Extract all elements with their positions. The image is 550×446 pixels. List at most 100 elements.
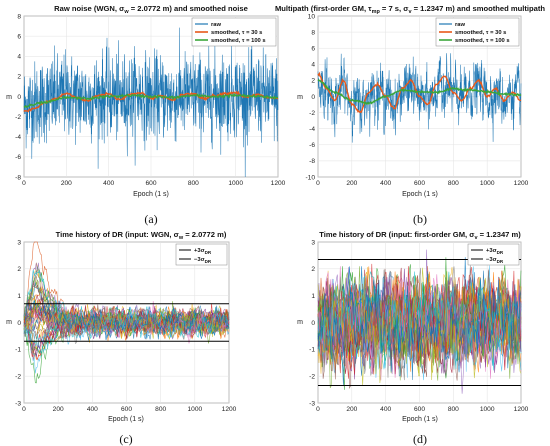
x-tick-label: 200	[61, 180, 72, 187]
y-tick-label: -2	[15, 114, 21, 121]
y-tick-label: 0	[17, 320, 21, 327]
panel-b-legend-smoothed-100: smoothed, τ = 100 s	[455, 38, 510, 44]
panel-c-ticks: 0 200 400 600 800 1000 1200 -3 -2 -1 0 1 2 3	[15, 239, 237, 413]
ensemble-run-line	[317, 275, 522, 370]
y-tick-label: -6	[309, 142, 315, 149]
panel-d-ylabel: m	[297, 319, 303, 326]
x-tick-label: 400	[87, 406, 98, 413]
y-tick-label: 6	[311, 46, 315, 53]
panel-c-legend-plus: +3σDR	[194, 248, 212, 255]
panel-a-legend-smoothed-100: smoothed, τ = 100 s	[211, 38, 266, 44]
panel-d-caption: (d)	[413, 432, 427, 446]
ensemble-run-line	[23, 306, 230, 339]
x-tick-label: 1000	[228, 180, 243, 187]
y-tick-label: -1	[309, 347, 315, 354]
ensemble-run-line	[23, 300, 230, 341]
y-tick-label: -8	[309, 158, 315, 165]
panel-a-caption: (a)	[144, 212, 157, 226]
panel-a-legend-smoothed-30: smoothed, τ = 30 s	[211, 30, 262, 36]
y-tick-label: 2	[311, 78, 315, 85]
y-tick-label: 8	[17, 13, 21, 20]
x-tick-label: 400	[380, 406, 391, 413]
x-tick-label: 1200	[222, 406, 237, 413]
panel-b-ticks: 0 200 400 600 800 1000 1200 -10 -8 -6 -4 -2 0 2 4 6 8 10	[305, 13, 528, 187]
y-tick-label: 3	[17, 239, 21, 246]
x-tick-label: 400	[103, 180, 114, 187]
panel-d-title: Time history of DR (input: first-order G…	[319, 230, 521, 241]
x-tick-label: 400	[380, 180, 391, 187]
panel-a-xlabel: Epoch (1 s)	[133, 191, 169, 198]
ensemble-run-line	[23, 269, 230, 338]
panel-d-xlabel: Epoch (1 s)	[402, 416, 438, 423]
y-tick-label: 1	[311, 293, 315, 300]
panel-a-title: Raw noise (WGN, σw = 2.0772 m) and smoot…	[54, 4, 248, 15]
ensemble-run-line	[23, 262, 230, 340]
panel-d-legend-plus-sub: DR	[497, 250, 504, 255]
x-tick-label: 800	[188, 180, 199, 187]
y-tick-label: 2	[17, 266, 21, 273]
y-tick-label: -4	[15, 134, 21, 141]
series-raw-line	[317, 53, 522, 143]
panel-d-legend-minus-sub: DR	[497, 259, 504, 264]
ensemble-run-line	[317, 276, 522, 375]
y-tick-label: -3	[309, 400, 315, 407]
x-tick-label: 0	[316, 406, 320, 413]
panel-b-series	[317, 53, 522, 143]
panel-d-legend-minus: −3σDR	[486, 257, 504, 264]
y-tick-label: -2	[15, 373, 21, 380]
x-tick-label: 800	[448, 406, 459, 413]
y-tick-label: -3	[15, 400, 21, 407]
panel-d-ticks: 0 200 400 600 800 1000 1200 -3 -2 -1 0 1 2 3	[309, 239, 529, 413]
panel-c-series	[23, 241, 230, 384]
series-smoothed-100-line	[317, 78, 522, 106]
y-tick-label: 1	[17, 293, 21, 300]
x-tick-label: 200	[346, 180, 357, 187]
y-tick-label: -1	[15, 347, 21, 354]
x-tick-label: 0	[316, 180, 320, 187]
panel-a: Raw noise (WGN, σw = 2.0772 m) and smoot…	[6, 4, 286, 226]
x-tick-label: 600	[414, 406, 425, 413]
ensemble-run-line	[317, 266, 522, 373]
y-tick-label: 10	[308, 13, 316, 20]
panel-a-ticks: 0 200 400 600 800 1000 1200 -8 -6 -4 -2 0 2 4 6 8	[15, 13, 286, 187]
x-tick-label: 1200	[271, 180, 286, 187]
y-tick-label: 3	[311, 239, 315, 246]
y-tick-label: 2	[311, 266, 315, 273]
y-tick-label: -6	[15, 154, 21, 161]
panel-a-ylabel: m	[6, 94, 12, 101]
x-tick-label: 600	[414, 180, 425, 187]
y-tick-label: -2	[309, 373, 315, 380]
panel-b-title: Multipath (first-order GM, τmp = 7 s, σv…	[275, 4, 545, 15]
panel-b-caption: (b)	[413, 212, 427, 226]
y-tick-label: 6	[17, 33, 21, 40]
series-smoothed-30-line	[317, 71, 522, 114]
y-tick-label: -2	[309, 110, 315, 117]
x-tick-label: 1000	[480, 180, 495, 187]
panel-a-legend-raw: raw	[211, 22, 221, 28]
x-tick-label: 800	[155, 406, 166, 413]
panel-d-legend-plus: +3σDR	[486, 248, 504, 255]
panel-c-caption: (c)	[119, 432, 132, 446]
panel-c-legend-minus-sub: DR	[205, 259, 212, 264]
y-tick-label: 8	[311, 29, 315, 36]
y-tick-label: 0	[17, 94, 21, 101]
panel-d-series	[317, 249, 522, 394]
x-tick-label: 800	[448, 180, 459, 187]
x-tick-label: 1200	[514, 406, 529, 413]
panel-d: Time history of DR (input: first-order G…	[297, 230, 529, 446]
x-tick-label: 1000	[480, 406, 495, 413]
y-tick-label: -8	[15, 174, 21, 181]
panel-d-legend: +3σDR −3σDR	[467, 243, 520, 266]
x-tick-label: 0	[22, 406, 26, 413]
panel-b-legend-raw: raw	[455, 22, 465, 28]
x-tick-label: 200	[346, 406, 357, 413]
y-tick-label: 0	[311, 320, 315, 327]
x-tick-label: 600	[121, 406, 132, 413]
panel-c-title: Time history of DR (input: WGN, σw = 2.0…	[56, 230, 227, 241]
x-tick-label: 1200	[514, 180, 529, 187]
x-tick-label: 200	[53, 406, 64, 413]
x-tick-label: 600	[145, 180, 156, 187]
ensemble-run-line	[23, 300, 230, 339]
y-tick-label: -10	[305, 174, 315, 181]
